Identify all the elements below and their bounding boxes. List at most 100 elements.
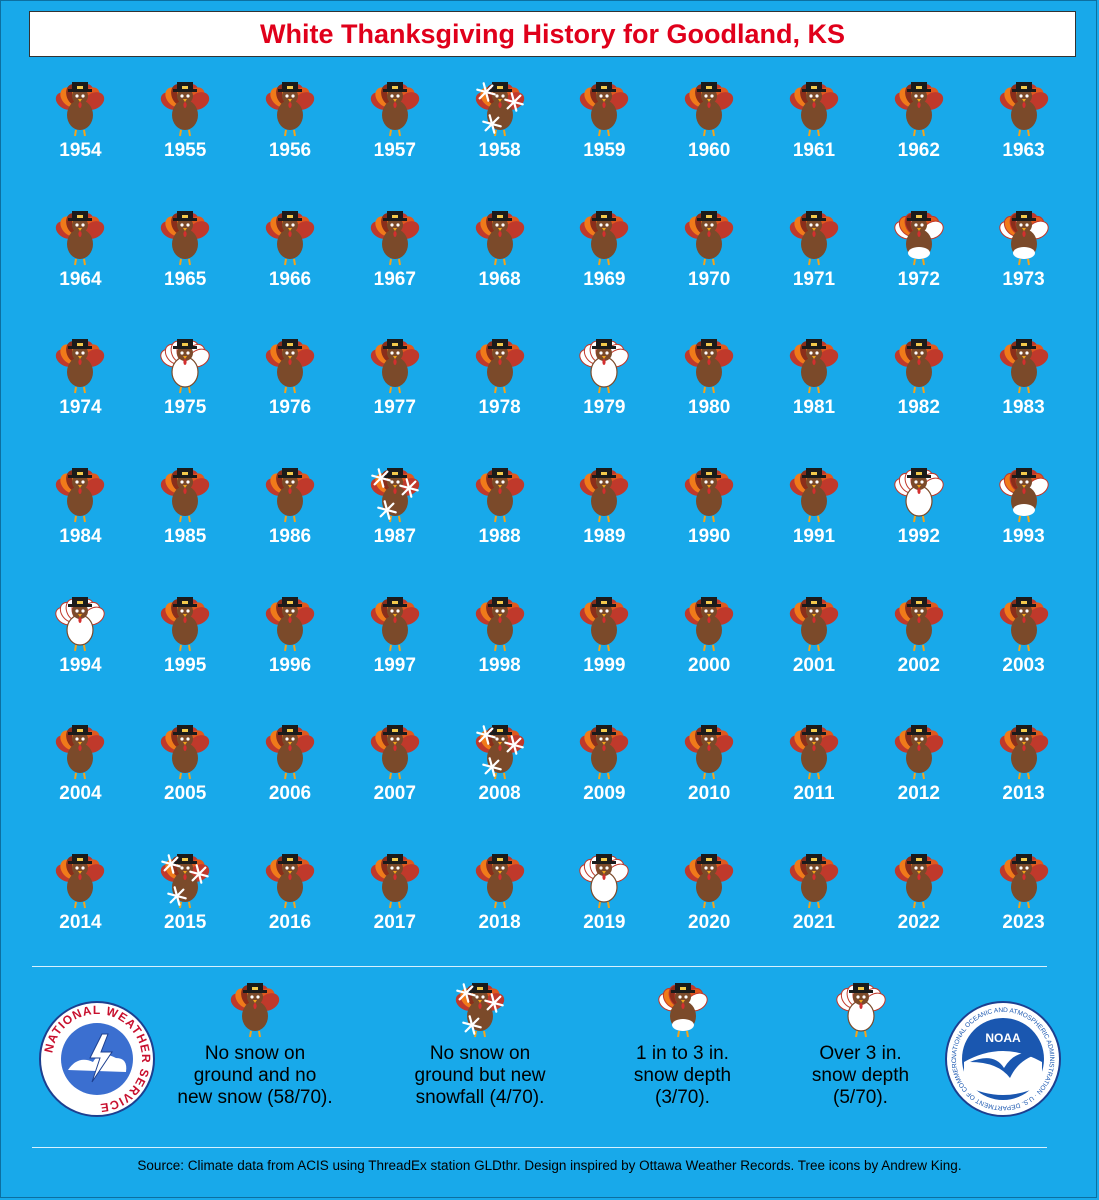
year-cell: 2010 [657, 713, 762, 842]
turkey-icon [580, 82, 629, 137]
year-cell: 1966 [238, 199, 343, 328]
year-label: 1988 [478, 526, 521, 548]
year-label: 1980 [688, 397, 731, 419]
white-turkey-icon [894, 468, 944, 523]
legend-item-depth-1-to-3: 1 in to 3 in. snow depth (3/70). [600, 975, 765, 1109]
year-cell: 1992 [866, 456, 971, 585]
snowy-turkey-icon [160, 854, 210, 909]
turkey-icon [894, 854, 943, 909]
year-cell: 1958 [447, 70, 552, 199]
turkey-icon [265, 210, 315, 265]
snowy-turkey-icon [475, 725, 524, 780]
turkey-icon [265, 468, 315, 523]
turkey-icon [580, 596, 629, 651]
year-label: 2018 [478, 912, 521, 934]
nws-logo: NATIONAL WEATHER SERVICE [39, 1001, 155, 1117]
turkey-icon [684, 854, 734, 909]
year-cell: 1960 [657, 70, 762, 199]
turkey-icon [265, 725, 315, 780]
turkey-icon [56, 854, 105, 909]
turkey-icon [789, 339, 839, 394]
year-label: 2016 [268, 912, 312, 934]
separator-bottom [32, 1147, 1047, 1148]
year-label: 1992 [897, 526, 940, 548]
year-label: 1995 [164, 654, 207, 676]
year-cell: 1970 [657, 199, 762, 328]
legend-label: No snow on ground but new snowfall (4/70… [414, 1043, 546, 1108]
year-label: 2004 [59, 783, 102, 805]
year-cell: 1995 [133, 585, 238, 714]
year-label: 1961 [792, 140, 836, 161]
year-cell: 2019 [552, 842, 657, 971]
year-label: 1981 [792, 397, 836, 419]
turkey-icon [999, 339, 1048, 394]
year-cell: 1994 [28, 585, 133, 714]
turkey-icon [789, 596, 839, 651]
year-label: 1971 [792, 268, 836, 290]
year-cell: 1962 [866, 70, 971, 199]
year-label: 1989 [583, 526, 626, 548]
year-label: 2007 [373, 783, 416, 805]
turkey-icon [475, 468, 524, 523]
year-cell: 1969 [552, 199, 657, 328]
year-cell: 1957 [342, 70, 447, 199]
year-label: 2022 [897, 912, 940, 934]
year-label: 1962 [897, 140, 940, 161]
year-label: 1957 [373, 140, 416, 161]
year-label: 1955 [164, 140, 207, 161]
snowy-turkey-icon [370, 468, 419, 523]
year-cell: 1976 [238, 327, 343, 456]
year-label: 1983 [1002, 397, 1045, 419]
year-label: 2002 [897, 654, 940, 676]
year-cell: 1971 [762, 199, 867, 328]
turkey-icon [789, 725, 839, 780]
year-cell: 1968 [447, 199, 552, 328]
year-label: 1966 [268, 268, 312, 290]
source-footer: Source: Climate data from ACIS using Thr… [137, 1158, 962, 1173]
snowy-turkey-icon [455, 983, 505, 1038]
year-label: 1968 [478, 268, 521, 290]
turkey-icon [475, 210, 524, 265]
year-label: 1969 [583, 268, 626, 290]
legend-label: No snow on ground and no new snow (58/70… [177, 1043, 333, 1108]
year-cell: 1980 [657, 327, 762, 456]
turkey-icon [999, 725, 1048, 780]
turkey-icon [894, 82, 943, 137]
white-turkey-icon [160, 339, 210, 394]
turkey-icon [370, 854, 419, 909]
year-cell: 2007 [342, 713, 447, 842]
turkey-icon [999, 82, 1048, 137]
year-label: 2013 [1002, 783, 1045, 805]
year-label: 2021 [792, 912, 836, 934]
turkey-icon [580, 210, 629, 265]
year-label: 1982 [897, 397, 940, 419]
year-cell: 2006 [238, 713, 343, 842]
turkey-icon [684, 210, 734, 265]
partly-white-turkey-icon [998, 210, 1049, 265]
year-cell: 2014 [28, 842, 133, 971]
year-cell: 2023 [971, 842, 1076, 971]
year-label: 1967 [373, 268, 416, 290]
turkey-icon [56, 82, 105, 137]
white-turkey-icon [579, 339, 630, 394]
year-cell: 2000 [657, 585, 762, 714]
legend-item-depth-over-3: Over 3 in. snow depth (5/70). [778, 975, 943, 1109]
year-cell: 2018 [447, 842, 552, 971]
year-label: 1959 [583, 140, 626, 161]
year-cell: 2012 [866, 713, 971, 842]
year-cell: 2008 [447, 713, 552, 842]
year-label: 2011 [793, 783, 835, 805]
year-label: 1970 [688, 268, 731, 290]
turkey-icon [160, 82, 210, 137]
legend-item-new-snowfall: No snow on ground but new snowfall (4/70… [375, 975, 585, 1109]
turkey-icon [265, 854, 315, 909]
year-cell: 1956 [238, 70, 343, 199]
turkey-icon [894, 339, 943, 394]
year-cell: 1965 [133, 199, 238, 328]
year-cell: 1959 [552, 70, 657, 199]
partly-white-turkey-icon [894, 210, 944, 265]
year-label: 1994 [59, 654, 102, 676]
turkey-icon [370, 725, 419, 780]
noaa-logo-label: NOAA [985, 1031, 1021, 1045]
